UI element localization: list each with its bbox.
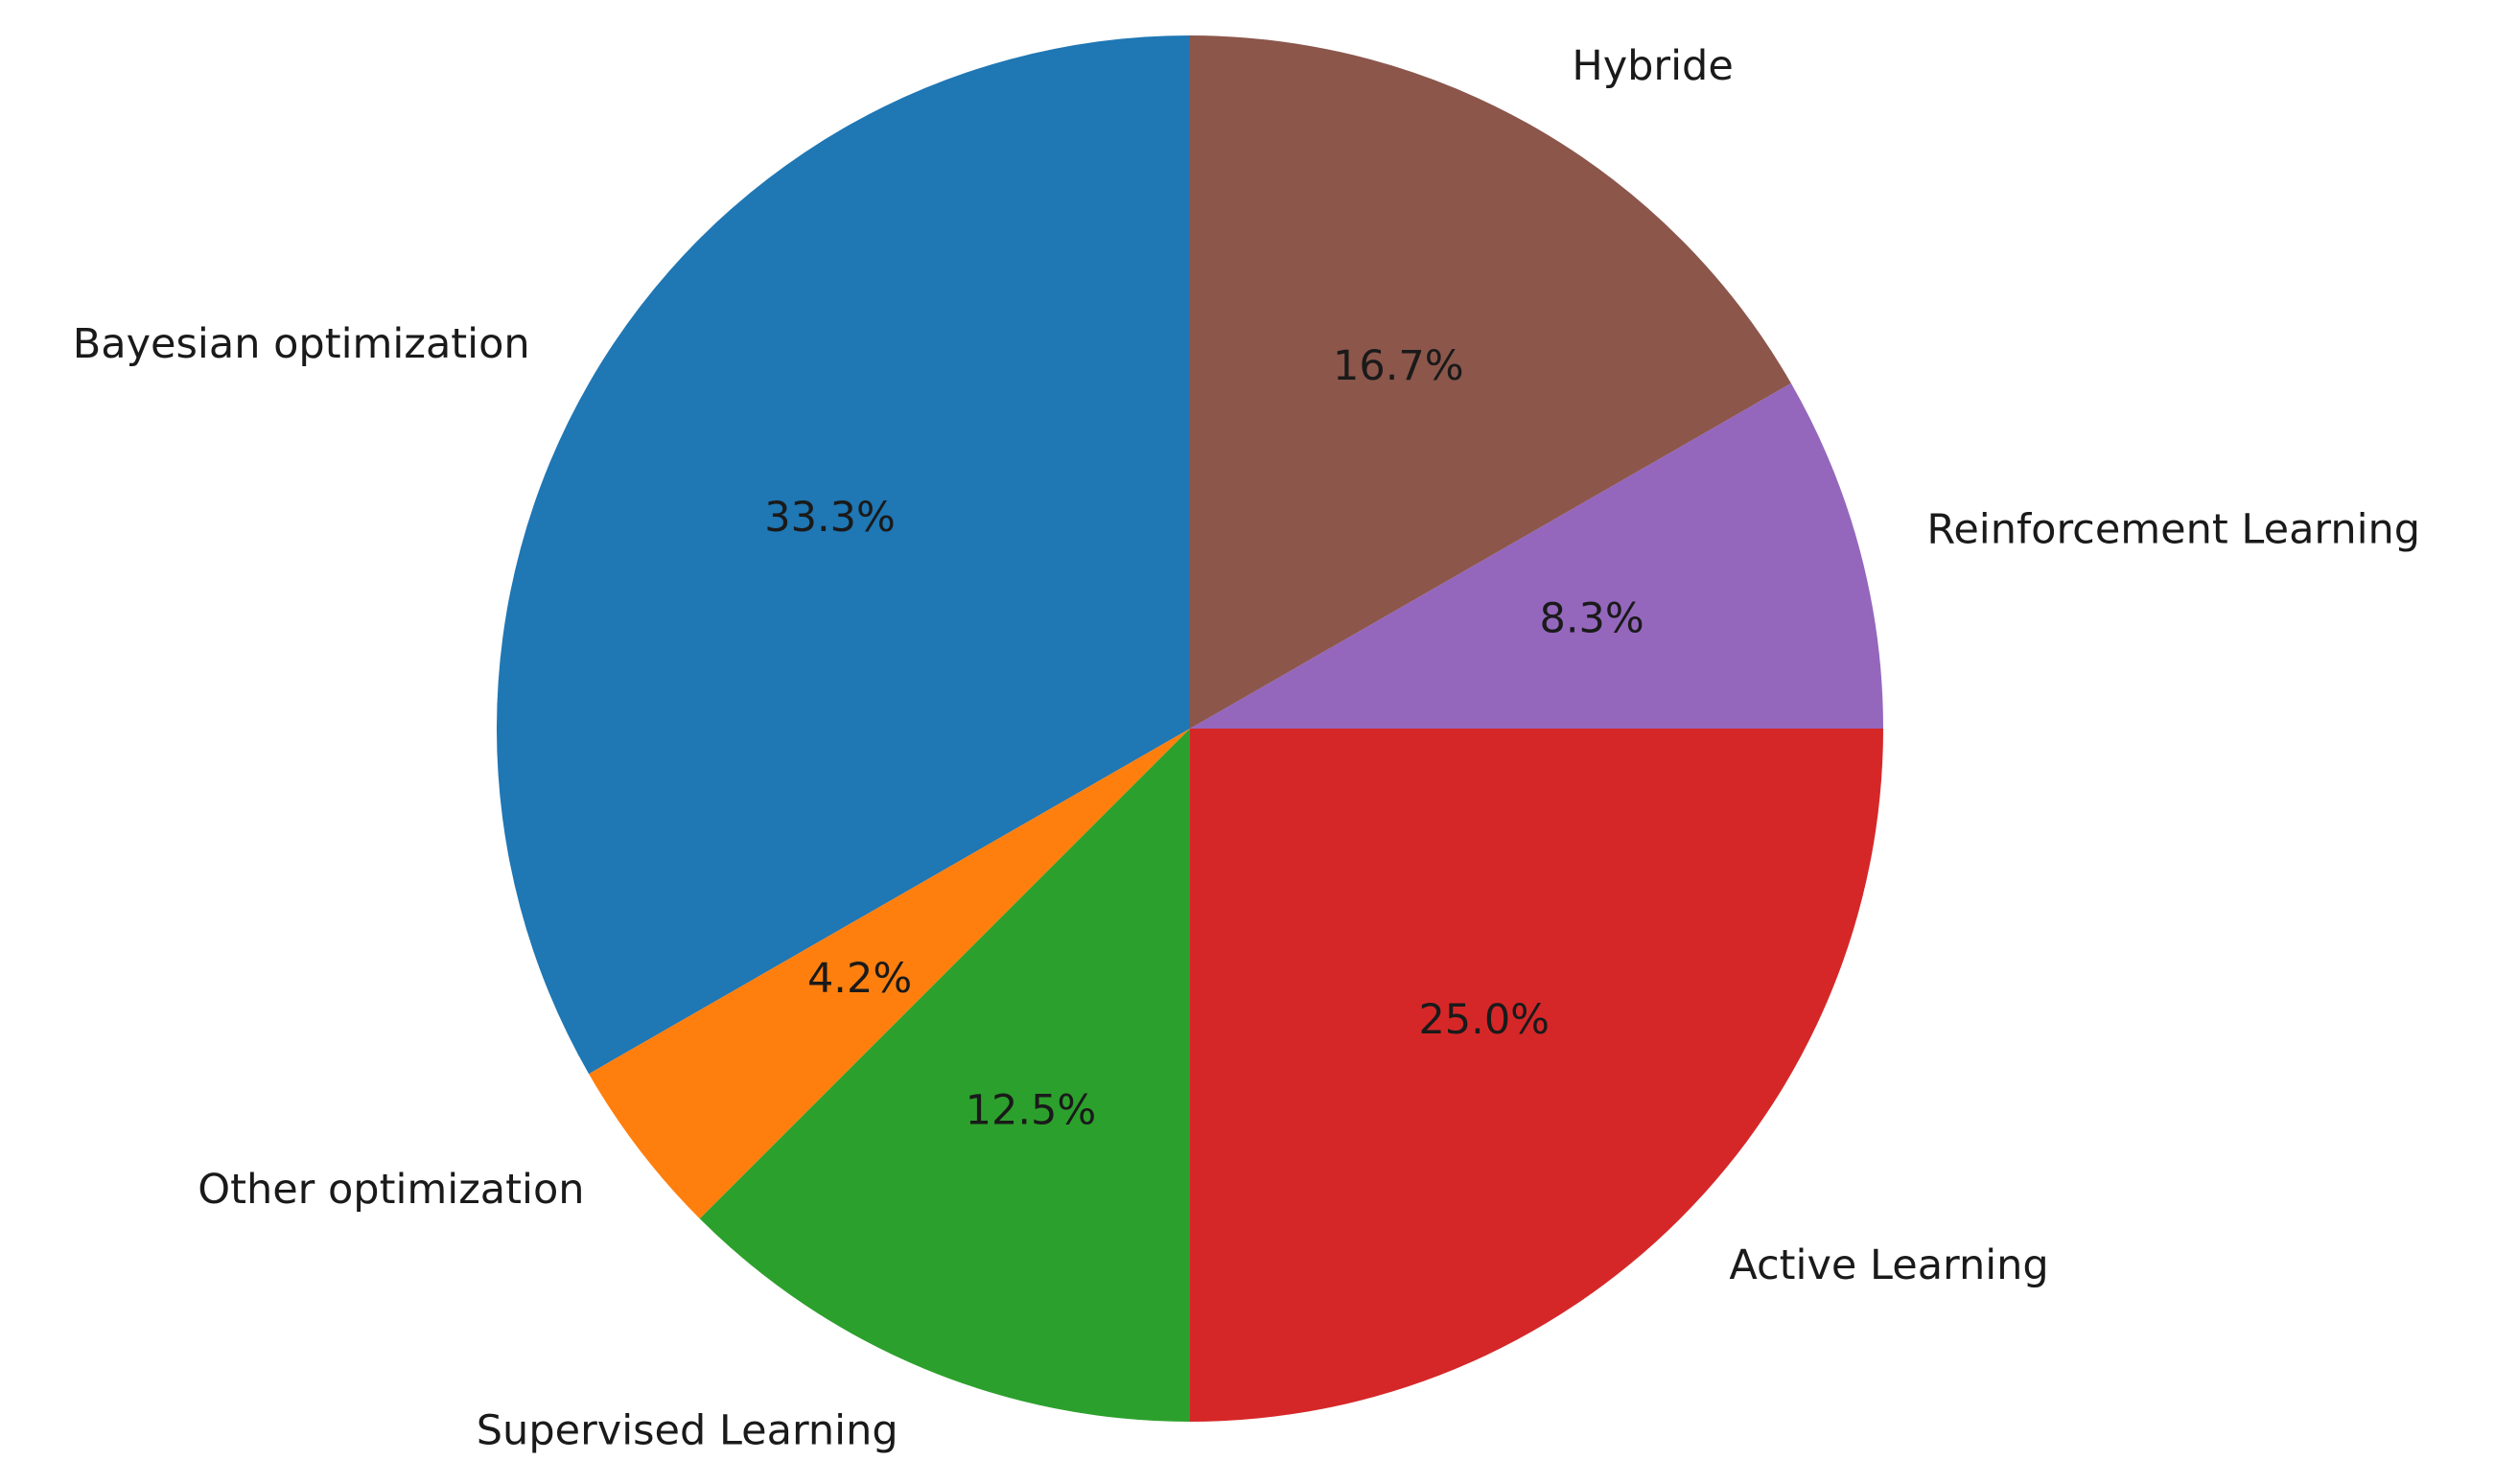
percent-label: 16.7% — [1333, 342, 1464, 390]
pie-slice — [1190, 35, 1791, 729]
percent-label: 12.5% — [966, 1086, 1097, 1134]
pie-slice — [589, 729, 1190, 1219]
percent-label: 8.3% — [1540, 595, 1644, 643]
pie-slice — [1190, 729, 1883, 1422]
slice-label: Other optimization — [198, 1166, 584, 1214]
percent-label: 33.3% — [764, 494, 896, 542]
slice-label: Hybride — [1572, 42, 1733, 90]
slice-label: Supervised Learning — [477, 1406, 898, 1454]
slice-label: Active Learning — [1729, 1241, 2048, 1289]
slice-label: Bayesian optimization — [73, 320, 530, 368]
percent-label: 4.2% — [807, 955, 912, 1003]
pie-slice — [1190, 383, 1883, 729]
slice-label: Reinforcement Learning — [1926, 505, 2420, 553]
percent-label: 25.0% — [1418, 996, 1550, 1044]
pie-slice — [699, 729, 1190, 1422]
pie-slice — [496, 35, 1190, 1075]
